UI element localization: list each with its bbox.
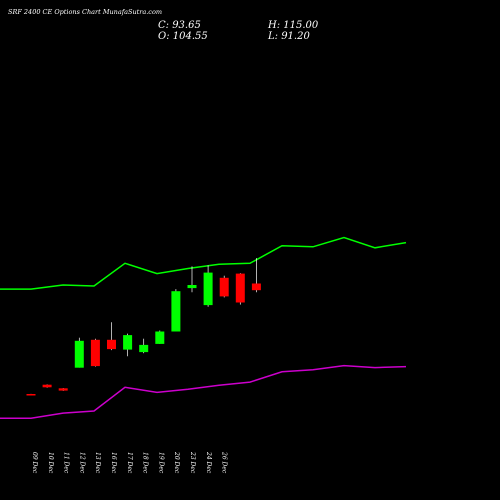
x-tick-label: 12 Dec — [78, 452, 85, 474]
down-candle — [42, 384, 52, 388]
x-tick-label: 23 Dec — [189, 451, 196, 474]
close-value: C: 93.65 — [158, 20, 201, 31]
down-candle — [107, 339, 116, 350]
indicator-lines — [0, 236, 407, 420]
x-tick-label: 17 Dec — [126, 452, 133, 474]
high-value: H: 115.00 — [268, 20, 319, 31]
x-tick-label: 13 Dec — [94, 452, 101, 474]
down-candle — [219, 277, 229, 297]
x-tick-label: 26 Dec — [221, 451, 228, 474]
upper-band-line — [0, 236, 407, 290]
x-tick-label: 19 Dec — [157, 452, 164, 474]
low-value: L: 91.20 — [268, 31, 310, 42]
x-tick-label: 11 Dec — [63, 452, 70, 474]
down-candle — [90, 339, 100, 367]
open-value: O: 104.55 — [158, 31, 208, 42]
x-tick-label: 24 Dec — [205, 451, 212, 474]
up-candle — [203, 272, 213, 306]
up-candle — [139, 344, 149, 353]
x-tick-label: 16 Dec — [110, 452, 117, 474]
x-tick-label: 09 Dec — [31, 452, 38, 474]
x-axis-labels: 09 Dec 10 Dec 11 Dec 12 Dec 13 Dec 16 Dec 17 D… — [31, 451, 228, 474]
up-candle — [171, 291, 181, 332]
down-candle — [235, 273, 245, 303]
up-candle — [187, 285, 197, 289]
down-candle — [26, 394, 36, 396]
down-candle — [251, 283, 261, 291]
up-candle — [123, 335, 133, 350]
x-tick-label: 10 Dec — [47, 452, 54, 474]
candles — [26, 258, 261, 396]
x-tick-label: 18 Dec — [142, 452, 149, 474]
lower-band-line — [0, 364, 407, 420]
chart-title: SRF 2400 CE Options Chart MunafaSutra.co… — [8, 8, 163, 16]
x-tick-label: 20 Dec — [173, 451, 180, 474]
up-candle — [155, 331, 165, 344]
down-candle — [58, 388, 68, 391]
up-candle — [74, 340, 84, 368]
